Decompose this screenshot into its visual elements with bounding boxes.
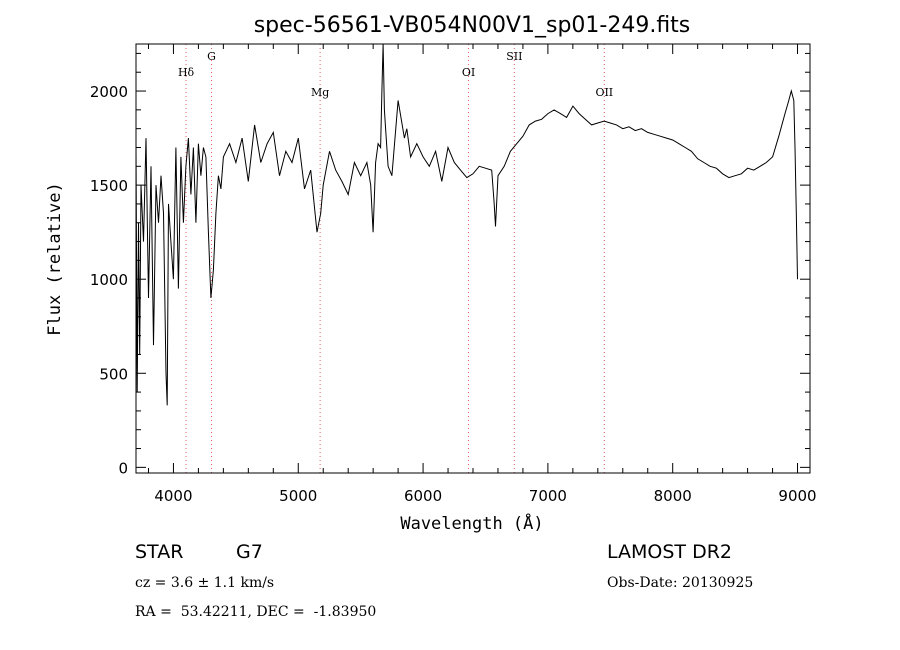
object-subclass: G7 — [236, 541, 263, 563]
y-tick-label-2: 1000 — [90, 271, 128, 289]
y-axis-label: Flux (relative) — [45, 182, 65, 336]
x-axis-label: Wavelength (Å) — [400, 512, 543, 534]
x-axis: 4000 5000 6000 7000 8000 9000 — [147, 44, 817, 505]
x-tick-label-4: 8000 — [654, 487, 692, 505]
line-marker-label-5: OII — [595, 86, 613, 99]
chart-title: spec-56561-VB054N00V1_sp01-249.fits — [254, 13, 691, 38]
x-tick-label-3: 7000 — [529, 487, 567, 505]
object-class: STAR — [135, 541, 184, 563]
x-tick-label-5: 9000 — [778, 487, 816, 505]
survey-name: LAMOST DR2 — [607, 541, 732, 563]
y-tick-label-3: 1500 — [90, 177, 128, 195]
observation-date: Obs-Date: 20130925 — [607, 575, 754, 591]
flux-line — [135, 43, 798, 406]
flux-series — [135, 43, 798, 406]
line-marker-label-4: SII — [506, 50, 522, 63]
x-tick-label-1: 5000 — [279, 487, 317, 505]
line-marker-label-3: OI — [462, 66, 475, 79]
coordinates: RA = 53.42211, DEC = -1.83950 — [135, 604, 377, 620]
y-tick-label-0: 0 — [118, 459, 128, 477]
line-marker-label-1: G — [207, 50, 216, 63]
y-tick-label-1: 500 — [99, 365, 128, 383]
x-tick-label-0: 4000 — [154, 487, 192, 505]
y-tick-label-4: 2000 — [90, 83, 128, 101]
x-tick-label-2: 6000 — [404, 487, 442, 505]
spectral-line-markers: Hδ G Mg OI SII OII — [178, 44, 613, 473]
redshift-velocity: cz = 3.6 ± 1.1 km/s — [135, 575, 275, 591]
line-marker-label-2: Mg — [311, 86, 329, 99]
y-axis: 0 500 1000 1500 2000 — [90, 52, 810, 477]
line-marker-label-0: Hδ — [178, 66, 195, 79]
plot-frame — [135, 43, 811, 474]
